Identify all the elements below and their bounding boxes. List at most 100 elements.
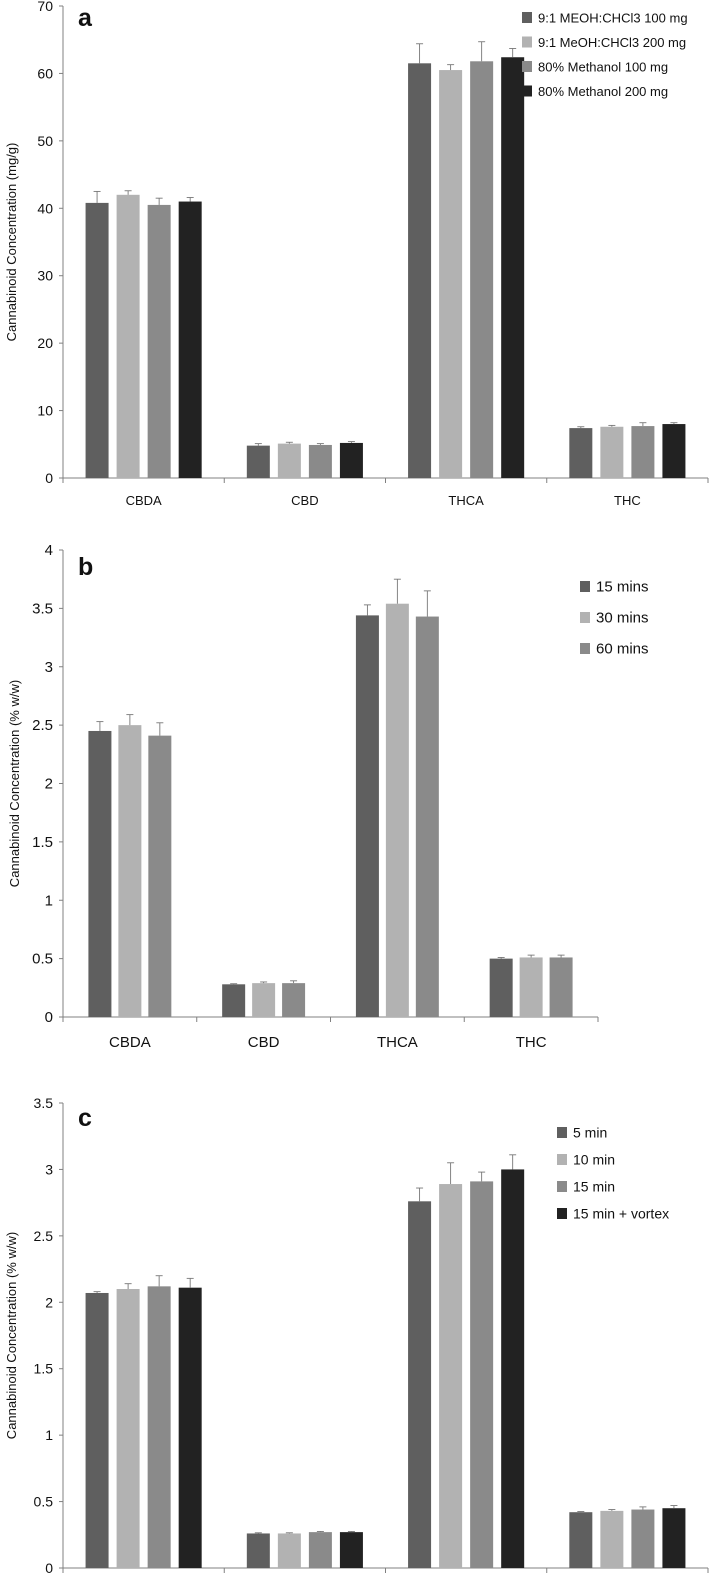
bar-cbda-series-1 [88,730,112,1017]
panel-letter-c: c [78,1104,92,1132]
bar-thca-series-3 [470,1181,494,1568]
y-tick-label: 2.5 [32,717,53,734]
bar-thc-series-1 [489,958,513,1017]
legend-label-4: 80% Methanol 200 mg [538,84,668,99]
legend-swatch-4 [522,85,532,97]
bar-cbd-series-4 [339,1532,363,1568]
y-tick-label: 3.5 [32,600,53,617]
legend-label-1: 5 min [573,1125,607,1141]
legend: 9:1 MEOH:CHCl3 100 mg 9:1 MeOH:CHCl3 200 … [522,11,688,99]
legend-swatch-2 [557,1154,567,1165]
legend-label-2: 9:1 MeOH:CHCl3 200 mg [538,35,686,50]
y-tick-label: 2.5 [34,1228,54,1244]
bar-cbda-series-2 [116,1289,140,1568]
y-tick-label: 1 [45,1427,53,1443]
bar-thc-series-4 [662,1508,686,1568]
y-tick-label: 40 [37,200,53,216]
x-tick-label-thc: THC [516,1034,547,1051]
y-tick-label: 3 [45,1161,53,1177]
bar-cbda-series-3 [147,204,171,478]
legend-label-4: 15 min + vortex [573,1206,669,1222]
bar-cbda-series-1 [85,1292,109,1568]
y-tick-label: 0 [45,470,53,486]
bar-thc-series-2 [600,1510,624,1568]
legend-swatch-3 [580,643,590,654]
bar-cbd-series-3 [308,1532,332,1568]
bar-cbd-series-3 [308,444,332,478]
legend-label-3: 15 min [573,1179,615,1195]
y-tick-label: 0.5 [32,951,53,968]
bar-cbd-series-2 [252,983,276,1017]
y-tick-label: 3 [45,659,53,676]
bar-thc-series-1 [569,1512,593,1568]
bar-cbda-series-3 [147,1286,171,1568]
y-tick-label: 20 [37,335,53,351]
bar-cbd-series-2 [277,443,301,478]
bar-cbd-series-2 [277,1533,301,1568]
legend-label-1: 15 mins [596,579,649,596]
legend-label-3: 80% Methanol 100 mg [538,60,668,75]
y-tick-label: 2 [45,1294,53,1310]
bar-thca-series-2 [385,603,409,1017]
bar-thca-series-2 [439,1184,463,1568]
y-tick-label: 30 [37,268,53,284]
bar-cbda-series-2 [118,725,142,1017]
bar-cbd-series-1 [246,445,270,478]
y-tick-label: 0 [45,1009,53,1026]
y-tick-label: 50 [37,133,53,149]
bar-cbda-series-4 [178,1287,202,1568]
bar-thc-series-4 [662,424,686,478]
x-tick-label-cbd: CBD [291,493,318,508]
bar-thc-series-3 [631,1509,655,1568]
panel-letter-a: a [78,4,93,32]
bar-thc-series-2 [600,426,624,478]
bar-cbda-series-1 [85,202,109,479]
bar-thc-series-1 [569,428,593,478]
legend-swatch-2 [522,36,532,48]
y-tick-label: 60 [37,65,53,81]
bar-cbd-series-4 [339,442,363,478]
y-tick-label: 0 [45,1560,53,1576]
legend-swatch-4 [557,1208,567,1219]
x-tick-label-cbda: CBDA [126,493,162,508]
bar-thc-series-3 [549,957,573,1017]
bar-thc-series-2 [519,957,543,1017]
y-tick-label: 70 [37,0,53,14]
legend-label-3: 60 mins [596,641,649,658]
bar-thca-series-3 [415,616,439,1017]
y-tick-label: 4 [45,542,53,559]
bar-thca-series-1 [355,615,379,1017]
bar-thca-series-3 [470,61,494,478]
bar-thca-series-4 [501,1169,525,1568]
x-tick-label-thca: THCA [377,1034,418,1051]
x-tick-label-cbd: CBD [248,1034,280,1051]
legend-label-2: 10 min [573,1152,615,1168]
bar-thca-series-1 [408,1201,432,1568]
legend-swatch-1 [557,1127,567,1138]
bar-cbd-series-3 [282,983,306,1017]
x-tick-label-thc: THC [614,493,641,508]
y-axis-title: Cannabinoid Concentration (mg/g) [4,143,19,342]
y-tick-label: 1.5 [34,1361,54,1377]
legend-swatch-3 [557,1181,567,1192]
bar-cbda-series-4 [178,201,202,479]
legend-swatch-1 [522,12,532,23]
panel-letter-b: b [78,553,93,581]
y-tick-label: 10 [37,403,53,419]
bar-cbda-series-3 [148,735,172,1017]
y-tick-label: 3.5 [34,1095,54,1111]
y-tick-label: 0.5 [34,1494,54,1510]
bar-cbd-series-1 [222,984,246,1017]
y-tick-label: 1.5 [32,834,53,851]
chart-panel-c: 0 0.5 1 1.5 2 2.5 3 3.5 Cannabinoid Concentratio… [4,1095,709,1583]
bar-cbd-series-1 [246,1533,270,1568]
legend-swatch-2 [580,612,590,623]
legend-swatch-3 [522,61,532,72]
y-axis-title: Cannabinoid Concentration (% w/w) [4,1232,19,1439]
bar-cbda-series-2 [116,194,140,479]
legend: 15 mins 30 mins 60 mins [580,579,649,658]
chart-panel-b: 0 0.5 1 1.5 2 2.5 3 3.5 4 Cannabinoid Concentrati… [7,542,649,1051]
bar-thca-series-2 [439,70,463,479]
